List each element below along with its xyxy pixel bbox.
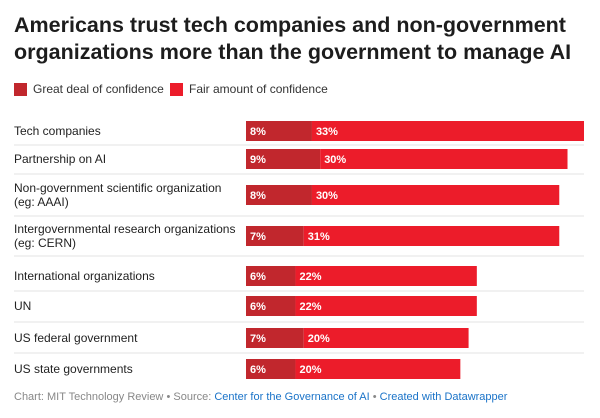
bar-value-label: 6% bbox=[250, 301, 266, 313]
chart-footer: Chart: MIT Technology Review • Source: C… bbox=[14, 391, 507, 403]
bar-segment bbox=[295, 266, 477, 286]
bar-segment bbox=[311, 121, 584, 141]
footer-separator: • bbox=[166, 391, 171, 403]
row-label: Partnership on AI bbox=[14, 152, 106, 166]
bar-segment bbox=[295, 359, 461, 379]
bar-value-label: 20% bbox=[308, 333, 330, 345]
bar-value-label: 33% bbox=[316, 126, 338, 138]
bar-value-label: 8% bbox=[250, 126, 266, 138]
bar-segment bbox=[295, 296, 477, 316]
bar-segment bbox=[311, 185, 560, 205]
legend-label-great-deal: Great deal of confidence bbox=[33, 82, 164, 96]
stacked-bar-chart: Tech companies 8% 33% Partnership on AI 9% 30… bbox=[0, 112, 600, 388]
bar-value-label: 20% bbox=[299, 364, 321, 376]
bar-value-label: 7% bbox=[250, 231, 266, 243]
row-label: Non-government scientific organization (e… bbox=[14, 181, 221, 209]
row-label-line: US state governments bbox=[14, 362, 133, 376]
bar-value-label: 22% bbox=[299, 271, 321, 283]
bar-segment bbox=[246, 149, 321, 169]
row-label-line: Non-government scientific organization bbox=[14, 181, 221, 195]
bar-segment bbox=[320, 149, 568, 169]
bar-value-label: 7% bbox=[250, 333, 266, 345]
bar-segment bbox=[246, 328, 304, 348]
bar-segment bbox=[246, 185, 312, 205]
row-label-line: UN bbox=[14, 299, 31, 313]
bar-value-label: 30% bbox=[324, 154, 346, 166]
row-label-line: Intergovernmental research organizations bbox=[14, 222, 235, 236]
row-label: US federal government bbox=[14, 331, 138, 345]
bar-segment bbox=[246, 121, 312, 141]
row-label: Intergovernmental research organizations… bbox=[14, 222, 235, 250]
bar-value-label: 30% bbox=[316, 190, 338, 202]
row-label-line: Partnership on AI bbox=[14, 152, 106, 166]
row-label: US state governments bbox=[14, 362, 133, 376]
bar-segment bbox=[303, 226, 560, 246]
bar-segment bbox=[246, 359, 296, 379]
bar-value-label: 9% bbox=[250, 154, 266, 166]
row-label-line: US federal government bbox=[14, 331, 138, 345]
source-prefix: Source: bbox=[173, 391, 212, 403]
source-link[interactable]: Center for the Governance of AI bbox=[214, 391, 370, 403]
bar-value-label: 8% bbox=[250, 190, 266, 202]
chart-title: Americans trust tech companies and non-g… bbox=[14, 13, 572, 64]
legend-item-great-deal: Great deal of confidence bbox=[14, 82, 164, 96]
row-label: Tech companies bbox=[14, 124, 101, 138]
bar-segment bbox=[246, 226, 304, 246]
row-label-line: (eg: CERN) bbox=[14, 236, 76, 250]
chart-credit: Chart: MIT Technology Review bbox=[14, 391, 164, 403]
row-label: UN bbox=[14, 299, 31, 313]
legend-swatch-great-deal bbox=[14, 82, 27, 96]
row-label-line: (eg: AAAI) bbox=[14, 195, 69, 209]
bar-value-label: 31% bbox=[308, 231, 330, 243]
row-label: International organizations bbox=[14, 269, 155, 283]
legend-item-fair-amount: Fair amount of confidence bbox=[170, 82, 328, 96]
row-label-line: International organizations bbox=[14, 269, 155, 283]
bar-value-label: 6% bbox=[250, 271, 266, 283]
legend-label-fair-amount: Fair amount of confidence bbox=[189, 82, 328, 96]
bar-segment bbox=[246, 266, 296, 286]
bar-value-label: 6% bbox=[250, 364, 266, 376]
bar-segment bbox=[303, 328, 469, 348]
bar-segment bbox=[246, 296, 296, 316]
bar-value-label: 22% bbox=[299, 301, 321, 313]
footer-separator-2: • bbox=[372, 391, 377, 403]
created-with-link[interactable]: Created with Datawrapper bbox=[379, 391, 508, 403]
legend-swatch-fair-amount bbox=[170, 82, 183, 96]
row-label-line: Tech companies bbox=[14, 124, 101, 138]
